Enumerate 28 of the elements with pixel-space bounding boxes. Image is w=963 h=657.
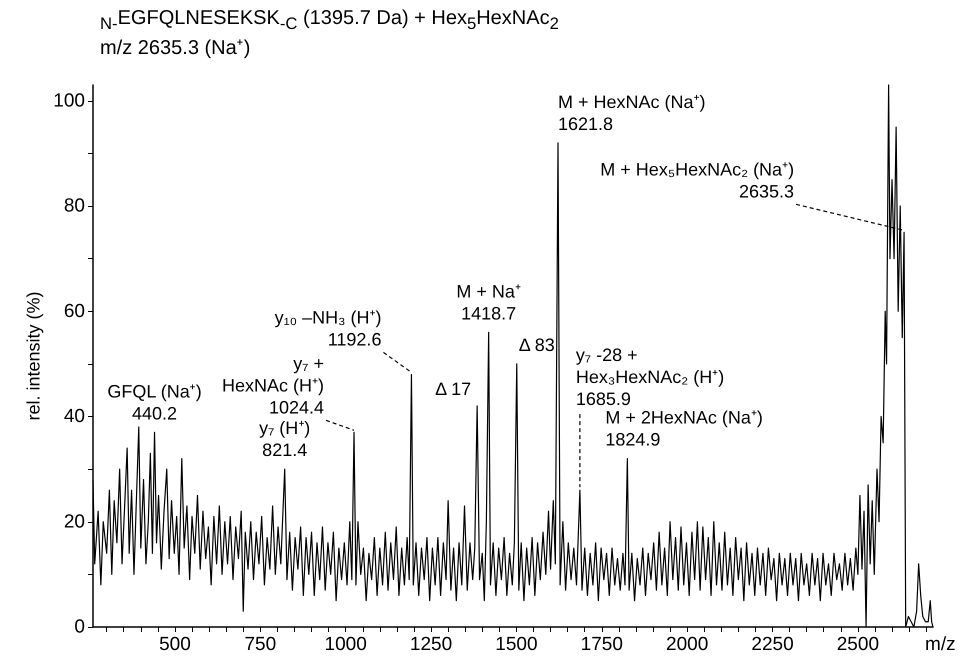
y-tick-label: 100 <box>53 90 85 112</box>
x-tick-label: 2000 <box>666 634 708 655</box>
y-tick-label: 40 <box>64 406 85 428</box>
annotation: M + Na⁺ 1418.7 <box>456 281 521 324</box>
annotation: Δ 17 <box>435 378 472 399</box>
annotation: M + HexNAc (Na⁺) 1621.8 <box>558 92 706 134</box>
x-tick-label: 500 <box>159 634 191 655</box>
annotation: GFQL (Na⁺) 440.2 <box>107 381 202 424</box>
y-tick-label: 80 <box>64 196 85 217</box>
x-tick-label: 2250 <box>751 634 794 655</box>
x-tick-label: 1000 <box>324 634 367 655</box>
chart-title: $_{N-}$EGFQLNESEKSK$_{-C}$ (1395.7 Da) + Hex$_{5}$HexNAc$_{2}$ <box>100 6 559 35</box>
y-tick-label: 0 <box>74 616 85 638</box>
annotation: M + 2HexNAc (Na⁺) 1824.9 <box>605 408 763 450</box>
x-tick-label: 2500 <box>836 634 880 655</box>
x-tick-label: 750 <box>244 634 276 655</box>
annotation: M + Hex₅HexNAc₂ (Na⁺) 2635.3 <box>600 159 794 202</box>
chart-subtitle: m/z 2635.3 (Na⁺) <box>100 36 252 60</box>
x-tick-label: 1250 <box>410 634 452 655</box>
x-tick-label: 1750 <box>580 634 623 655</box>
x-tick-label: 1500 <box>495 634 538 655</box>
y-axis-title: rel. intensity (%) <box>23 291 44 421</box>
x-axis-title: m/z <box>925 634 956 655</box>
annotation: y₇ (H⁺) 821.4 <box>259 418 310 460</box>
annotation: Δ 83 <box>518 334 555 355</box>
y-tick-label: 60 <box>64 300 85 322</box>
annotation: y₇ -28 + Hex₃HexNAc₂ (H⁺) 1685.9 <box>576 345 724 410</box>
y-tick-label: 20 <box>64 511 85 532</box>
